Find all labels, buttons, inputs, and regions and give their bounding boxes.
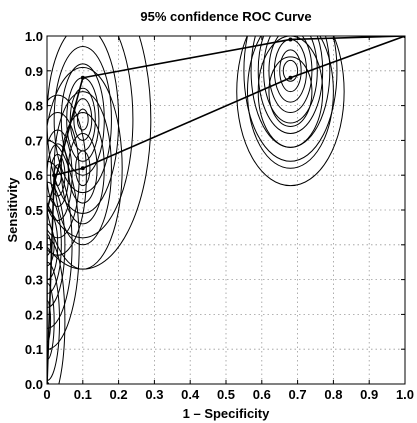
y-tick-label: 1.0 (25, 29, 43, 44)
confidence-ellipse (76, 108, 89, 131)
roc-point (288, 75, 293, 80)
x-tick-label: 0.9 (360, 387, 378, 402)
y-tick-label: 0.3 (25, 273, 43, 288)
x-tick-label: 0.3 (145, 387, 163, 402)
confidence-ellipse (282, 59, 299, 82)
x-tick-label: 1.0 (396, 387, 414, 402)
confidence-ellipse (47, 195, 62, 295)
confidence-ellipse (73, 98, 93, 141)
confidence-ellipse (263, 36, 318, 124)
confidence-ellipse (47, 237, 66, 384)
x-tick-label: 0.5 (217, 387, 235, 402)
confidence-ellipse (47, 139, 80, 350)
x-tick-label: 0.4 (181, 387, 200, 402)
confidence-ellipse (67, 132, 98, 204)
confidence-ellipse (47, 66, 123, 270)
y-tick-label: 0.4 (25, 238, 44, 253)
confidence-ellipse (236, 36, 345, 187)
confidence-ellipse (47, 94, 87, 256)
confidence-ellipse (53, 91, 112, 246)
confidence-ellipse (243, 36, 338, 162)
confidence-ellipse (47, 181, 66, 308)
confidence-ellipse (257, 36, 324, 134)
y-tick-label: 0.1 (25, 342, 43, 357)
x-tick-label: 0.1 (74, 387, 92, 402)
chart-title: 95% confidence ROC Curve (140, 9, 311, 24)
confidence-ellipse (268, 36, 313, 114)
y-tick-label: 0.7 (25, 133, 43, 148)
y-tick-label: 0.6 (25, 168, 43, 183)
x-tick-label: 0.2 (110, 387, 128, 402)
confidence-ellipse (47, 112, 80, 239)
x-tick-label: 0.6 (253, 387, 271, 402)
x-tick-label: 0.7 (289, 387, 307, 402)
roc-point (288, 37, 293, 42)
confidence-ellipse (75, 150, 91, 187)
ticks: 0 0.1 0.2 0.3 0.4 0.5 0.6 0.7 0.8 0.9 1.0 0.0 0.1 0.2… (25, 29, 414, 402)
y-axis-label: Sensitivity (5, 177, 20, 243)
confidence-ellipse (47, 299, 52, 343)
y-tick-label: 0.5 (25, 203, 43, 218)
roc-point (80, 75, 85, 80)
confidence-ellipse (53, 45, 112, 194)
roc-lines (47, 36, 405, 384)
confidence-ellipse (60, 63, 105, 176)
confidence-ellipse (47, 36, 134, 239)
y-tick-label: 0.2 (25, 307, 43, 322)
x-axis-label: 1 – Specificity (183, 406, 270, 421)
y-tick-label: 0.0 (25, 377, 43, 392)
y-tick-label: 0.8 (25, 99, 43, 114)
confidence-ellipse (279, 49, 302, 93)
confidence-ellipse (60, 112, 105, 225)
confidence-ellipse (246, 36, 334, 169)
roc-point (80, 166, 85, 171)
confidence-ellipse (47, 223, 55, 267)
x-tick-label: 0 (43, 387, 50, 402)
confidence-ellipse (47, 282, 55, 361)
y-tick-label: 0.9 (25, 64, 43, 79)
x-tick-label: 0.8 (324, 387, 342, 402)
roc-point (52, 173, 57, 178)
confidence-ellipse (268, 56, 313, 127)
grid (47, 36, 405, 384)
